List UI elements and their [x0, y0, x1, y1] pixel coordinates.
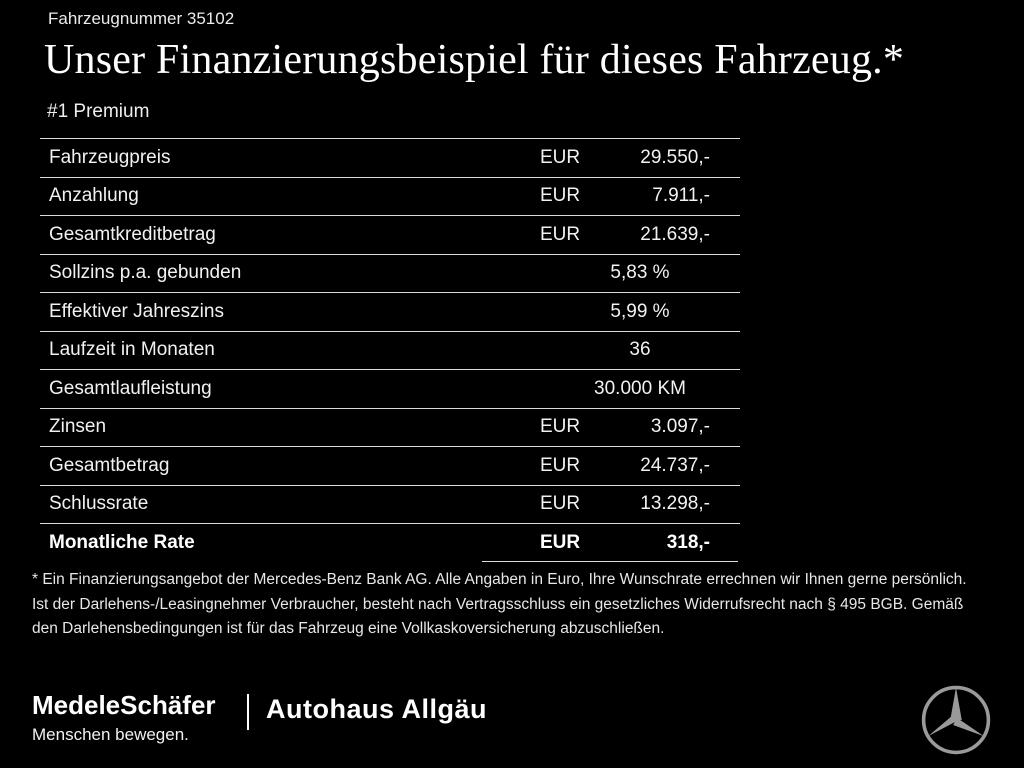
table-row: Effektiver Jahreszins 5,99 %: [40, 292, 740, 331]
row-value: 29.550,-: [640, 146, 710, 168]
row-value: 21.639,-: [640, 223, 710, 245]
row-label: Zinsen: [49, 416, 107, 438]
footer: MedeleSchäfer Menschen bewegen. Autohaus…: [0, 684, 1024, 755]
row-value: 318,-: [666, 531, 710, 553]
table-row: Zinsen EUR 3.097,-: [40, 407, 740, 447]
row-value: 13.298,-: [640, 493, 710, 515]
dealer-logo-autohaus-allgaeu: Autohaus Allgäu: [266, 694, 487, 724]
row-value: 3.097,-: [650, 416, 710, 438]
table-row: Anzahlung EUR 7.911,-: [40, 176, 740, 216]
table-row: Gesamtbetrag EUR 24.737,-: [40, 446, 740, 485]
table-row: Monatliche Rate EUR 318,-: [40, 523, 740, 562]
row-currency: EUR: [540, 185, 581, 207]
dealer-name: MedeleSchäfer: [32, 690, 216, 720]
row-value: 5,99 %: [610, 300, 670, 322]
row-value: 7.911,-: [652, 185, 710, 207]
row-label: Schlussrate: [49, 493, 149, 515]
vehicle-number: Fahrzeugnummer 35102: [48, 9, 235, 28]
row-label: Anzahlung: [49, 185, 139, 207]
row-label: Fahrzeugpreis: [49, 146, 171, 168]
row-currency: EUR: [540, 454, 581, 476]
row-label: Gesamtbetrag: [49, 454, 170, 476]
row-value: 5,83 %: [610, 262, 670, 284]
row-label: Sollzins p.a. gebunden: [49, 262, 242, 284]
row-label: Monatliche Rate: [49, 531, 195, 553]
row-label: Gesamtkreditbetrag: [49, 223, 216, 245]
table-row: Sollzins p.a. gebunden 5,83 %: [40, 253, 740, 293]
table-row: Schlussrate EUR 13.298,-: [40, 484, 740, 524]
row-currency: EUR: [540, 146, 581, 168]
row-currency: EUR: [540, 223, 581, 245]
table-row: Fahrzeugpreis EUR 29.550,-: [40, 138, 740, 177]
row-currency: EUR: [540, 531, 581, 553]
table-row: Laufzeit in Monaten 36: [40, 330, 740, 370]
model-name: #1 Premium: [47, 101, 150, 122]
row-value: 24.737,-: [640, 454, 710, 476]
row-label: Laufzeit in Monaten: [49, 339, 215, 361]
row-currency: EUR: [540, 493, 581, 515]
footer-divider: [247, 694, 249, 730]
finance-table: Fahrzeugpreis EUR 29.550,- Anzahlung EUR…: [40, 138, 740, 562]
dealer-logo-medeleschaefer: MedeleSchäfer Menschen bewegen.: [32, 692, 216, 745]
table-bottom-line: [482, 561, 738, 562]
footnote: * Ein Finanzierungsangebot der Mercedes-…: [32, 571, 967, 637]
page-title: Unser Finanzierungsbeispiel für dieses F…: [44, 37, 905, 83]
table-row: Gesamtkreditbetrag EUR 21.639,-: [40, 215, 740, 254]
row-label: Effektiver Jahreszins: [49, 300, 224, 322]
dealer-tagline: Menschen bewegen.: [32, 725, 189, 744]
mercedes-star-icon: [921, 685, 991, 755]
row-currency: EUR: [540, 416, 581, 438]
row-label: Gesamtlaufleistung: [49, 377, 212, 399]
table-row: Gesamtlaufleistung 30.000 KM: [40, 369, 740, 408]
row-value: 30.000 KM: [594, 377, 686, 399]
row-value: 36: [629, 339, 651, 361]
